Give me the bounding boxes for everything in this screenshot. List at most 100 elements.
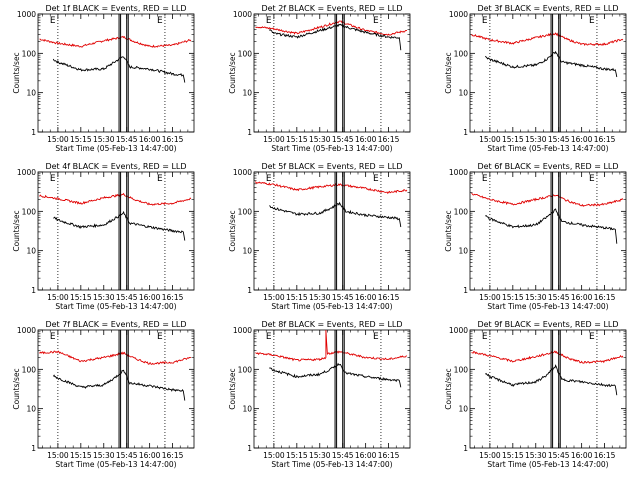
x-tick-label: 15:15 [286, 451, 308, 460]
y-tick-label: 100 [454, 49, 469, 58]
x-tick-label: 16:15 [162, 451, 184, 460]
y-tick-label: 1000 [449, 10, 468, 19]
y-tick-label: 10 [458, 405, 468, 414]
x-tick-label: 15:15 [502, 135, 524, 144]
y-tick-label: 10 [242, 405, 252, 414]
x-tick-label: 15:45 [332, 135, 354, 144]
lld-series-line [255, 20, 407, 36]
e-marker-label: E [266, 332, 272, 342]
plot-frame [253, 13, 411, 133]
panel-det-3: Det 3f BLACK = Events, RED = LLD 1 10 100 10… [444, 4, 627, 153]
x-tick-label: 16:00 [355, 293, 377, 302]
e-marker-label: E [157, 332, 163, 342]
panel-title: Det 9f BLACK = Events, RED = LLD [477, 320, 618, 329]
x-tick-label: 15:45 [548, 135, 570, 144]
y-tick-label: 1 [31, 128, 36, 137]
e-marker-label: E [482, 16, 488, 26]
y-tick-label: 1000 [17, 168, 36, 177]
y-tick-label: 10 [26, 405, 36, 414]
x-tick-label: 15:45 [548, 451, 570, 460]
x-tick-label: 16:00 [139, 293, 161, 302]
panel-det-6: Det 6f BLACK = Events, RED = LLD 1 10 100 10… [444, 162, 627, 311]
x-tick-label: 16:00 [139, 135, 161, 144]
lld-series-line [255, 329, 407, 362]
y-tick-label: 1000 [17, 10, 36, 19]
plot-frame [469, 329, 627, 449]
y-tick-label: 10 [26, 247, 36, 256]
panel-title: Det 7f BLACK = Events, RED = LLD [45, 320, 186, 329]
plot-frame [37, 171, 195, 291]
x-tick-label: 15:30 [309, 451, 331, 460]
x-tick-label: 15:30 [93, 135, 115, 144]
y-tick-label: 1000 [17, 326, 36, 335]
x-tick-label: 16:00 [355, 451, 377, 460]
y-tick-label: 10 [458, 89, 468, 98]
x-tick-label: 16:15 [594, 293, 616, 302]
y-tick-label: 1 [247, 444, 252, 453]
y-axis-title: Counts/sec [228, 52, 237, 93]
y-tick-label: 10 [26, 89, 36, 98]
y-axis-title: Counts/sec [444, 52, 453, 93]
x-tick-label: 15:30 [309, 135, 331, 144]
x-tick-label: 15:45 [332, 451, 354, 460]
y-tick-label: 100 [238, 365, 253, 374]
y-axis-title: Counts/sec [444, 210, 453, 251]
x-tick-label: 15:00 [479, 451, 501, 460]
x-tick-label: 15:45 [332, 293, 354, 302]
x-axis-title: Start Time (05-Feb-13 14:47:00) [487, 302, 608, 311]
x-axis-title: Start Time (05-Feb-13 14:47:00) [55, 460, 176, 469]
x-tick-label: 15:15 [70, 293, 92, 302]
y-axis-title: Counts/sec [12, 368, 21, 409]
x-tick-label: 15:00 [479, 293, 501, 302]
lld-series-line [39, 192, 192, 206]
x-tick-label: 15:30 [525, 293, 547, 302]
x-axis-title: Start Time (05-Feb-13 14:47:00) [55, 144, 176, 153]
plot-frame [469, 13, 627, 133]
y-tick-label: 100 [22, 365, 37, 374]
x-tick-label: 16:15 [162, 293, 184, 302]
y-tick-label: 1 [463, 128, 468, 137]
x-tick-label: 16:00 [139, 451, 161, 460]
y-tick-label: 1000 [233, 168, 252, 177]
panel-det-8: Det 8f BLACK = Events, RED = LLD 1 10 100 10… [228, 320, 411, 469]
x-tick-label: 15:15 [502, 451, 524, 460]
x-tick-label: 16:00 [571, 451, 593, 460]
panel-title: Det 6f BLACK = Events, RED = LLD [477, 162, 618, 171]
x-tick-label: 15:30 [93, 293, 115, 302]
y-axis-title: Counts/sec [12, 52, 21, 93]
panel-det-7: Det 7f BLACK = Events, RED = LLD 1 10 100 10… [12, 320, 195, 469]
e-marker-label: E [266, 16, 272, 26]
e-marker-label: E [50, 332, 56, 342]
panel-title: Det 1f BLACK = Events, RED = LLD [45, 4, 186, 13]
panel-title: Det 5f BLACK = Events, RED = LLD [261, 162, 402, 171]
x-tick-label: 16:00 [355, 135, 377, 144]
y-tick-label: 10 [242, 89, 252, 98]
e-marker-label: E [157, 174, 163, 184]
y-tick-label: 100 [22, 207, 37, 216]
panel-title: Det 8f BLACK = Events, RED = LLD [261, 320, 402, 329]
x-tick-label: 15:30 [525, 451, 547, 460]
y-tick-label: 1000 [233, 10, 252, 19]
e-marker-label: E [50, 174, 56, 184]
y-tick-label: 1 [247, 128, 252, 137]
x-axis-title: Start Time (05-Feb-13 14:47:00) [487, 144, 608, 153]
x-tick-label: 15:00 [263, 293, 285, 302]
x-tick-label: 16:15 [378, 451, 400, 460]
e-marker-label: E [589, 332, 595, 342]
y-tick-label: 1 [463, 286, 468, 295]
x-tick-label: 15:45 [116, 451, 138, 460]
y-axis-title: Counts/sec [12, 210, 21, 251]
panel-det-9: Det 9f BLACK = Events, RED = LLD 1 10 100 10… [444, 320, 627, 469]
plot-frame [253, 171, 411, 291]
e-marker-label: E [157, 16, 163, 26]
plot-frame [37, 13, 195, 133]
y-tick-label: 100 [454, 207, 469, 216]
y-tick-label: 1 [463, 444, 468, 453]
lld-series-line [471, 192, 624, 207]
x-tick-label: 16:00 [571, 135, 593, 144]
x-tick-label: 15:00 [47, 135, 69, 144]
e-marker-label: E [373, 16, 379, 26]
e-marker-label: E [589, 174, 595, 184]
x-tick-label: 15:00 [47, 451, 69, 460]
